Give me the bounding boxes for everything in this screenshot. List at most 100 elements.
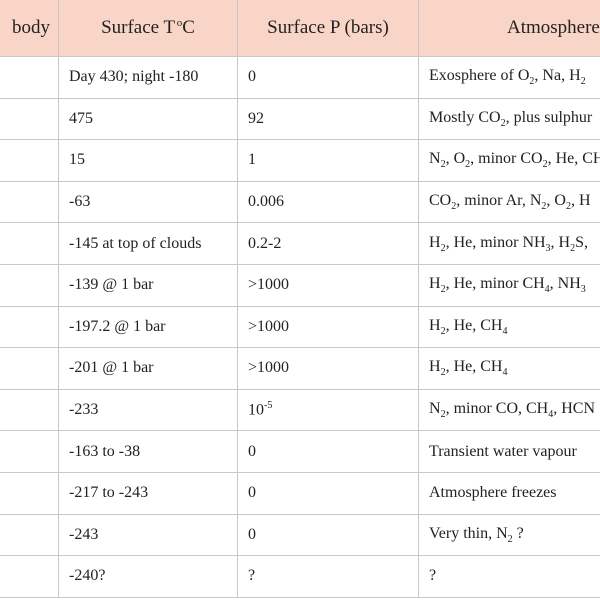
cell-surface-temperature: 475 xyxy=(58,97,238,141)
cell-surface-pressure: ? xyxy=(237,555,419,598)
atmosphere-text: H xyxy=(429,275,441,293)
atmosphere-text: , He, minor CH xyxy=(445,275,545,293)
table-row: 475 92 Mostly CO2, plus sulphur xyxy=(0,97,600,141)
cell-atmosphere: Mostly CO2, plus sulphur xyxy=(418,97,600,141)
cell-surface-temperature: -201 @ 1 bar xyxy=(58,347,238,390)
atmosphere-text: , O xyxy=(445,150,466,168)
cell-body xyxy=(0,97,59,141)
table-header: body Surface T oC Surface P (bars) Atmos… xyxy=(0,0,600,57)
subscript: 4 xyxy=(502,325,508,337)
cell-atmosphere: Very thin, N2 ? xyxy=(418,513,600,557)
table-row: 15 1 N2, O2, minor CO2, He, CH xyxy=(0,139,600,182)
atmosphere-text: , He, CH xyxy=(445,358,503,376)
header-surface-pressure: Surface P (bars) xyxy=(237,0,419,57)
atmosphere-text: Very thin, N xyxy=(429,524,508,542)
subscript: 3 xyxy=(545,242,551,254)
atmosphere-text: N xyxy=(429,150,441,168)
cell-surface-pressure: 1 xyxy=(237,139,419,182)
cell-atmosphere: N2, minor CO, CH4, HCN xyxy=(418,388,600,432)
subscript: 2 xyxy=(440,242,446,254)
cell-surface-pressure: 0 xyxy=(237,430,419,473)
cell-body xyxy=(0,56,59,99)
cell-atmosphere: H2, He, minor NH3, H2S, xyxy=(418,222,600,265)
table-row: -233 10-5 N2, minor CO, CH4, HCN xyxy=(0,388,600,432)
cell-body xyxy=(0,180,59,224)
subscript: 2 xyxy=(541,201,547,213)
pressure-text: 10 xyxy=(248,401,264,419)
cell-atmosphere: ? xyxy=(418,555,600,598)
atmosphere-text: ? xyxy=(512,524,524,542)
cell-atmosphere: Exosphere of O2, Na, H2 xyxy=(418,56,600,99)
atmosphere-text: H xyxy=(429,233,441,251)
cell-surface-temperature: -145 at top of clouds xyxy=(58,222,238,265)
cell-atmosphere: N2, O2, minor CO2, He, CH xyxy=(418,139,600,182)
subscript: 2 xyxy=(440,409,446,421)
subscript: 2 xyxy=(465,159,471,171)
atmosphere-text: S, xyxy=(575,233,589,251)
atmosphere-text: , O xyxy=(546,191,566,209)
cell-atmosphere: H2, He, minor CH4, NH3 xyxy=(418,263,600,307)
header-temp-label: Surface T xyxy=(101,16,176,38)
atmosphere-text: CO xyxy=(429,191,452,209)
table-row: -201 @ 1 bar >1000 H2, He, CH4 xyxy=(0,347,600,390)
atmosphere-text: H xyxy=(429,358,441,376)
subscript: 2 xyxy=(580,76,586,88)
cell-surface-pressure: 0.006 xyxy=(237,180,419,224)
atmosphere-text: , minor CO, CH xyxy=(445,399,549,417)
subscript: 2 xyxy=(565,201,571,213)
atmosphere-text: , minor CO xyxy=(470,150,543,168)
subscript: 3 xyxy=(580,284,586,296)
atmosphere-text: Mostly CO xyxy=(429,108,501,126)
cell-body xyxy=(0,347,59,390)
cell-body xyxy=(0,305,59,349)
cell-surface-temperature: 15 xyxy=(58,139,238,182)
cell-atmosphere: Transient water vapour xyxy=(418,430,600,473)
subscript: 2 xyxy=(451,201,457,213)
cell-surface-temperature: Day 430; night -180 xyxy=(58,56,238,99)
cell-surface-temperature: -139 @ 1 bar xyxy=(58,263,238,307)
subscript: 2 xyxy=(440,284,446,296)
cell-surface-temperature: -197.2 @ 1 bar xyxy=(58,305,238,349)
atmosphere-text: , H xyxy=(550,233,571,251)
cell-body xyxy=(0,139,59,182)
table-row: -217 to -243 0 Atmosphere freezes xyxy=(0,471,600,515)
exponent: -5 xyxy=(264,400,273,412)
cell-surface-pressure: 10-5 xyxy=(237,388,419,432)
cell-body xyxy=(0,471,59,515)
cell-body xyxy=(0,222,59,265)
header-temp-unit: C xyxy=(182,16,195,38)
subscript: 2 xyxy=(542,159,548,171)
header-atmosphere: Atmosphere xyxy=(418,0,600,57)
cell-surface-temperature: -163 to -38 xyxy=(58,430,238,473)
atmosphere-text: Atmosphere freezes xyxy=(429,484,557,502)
cell-surface-temperature: -233 xyxy=(58,388,238,432)
header-row: body Surface T oC Surface P (bars) Atmos… xyxy=(0,0,600,57)
table-row: -163 to -38 0 Transient water vapour xyxy=(0,430,600,473)
subscript: 2 xyxy=(500,117,506,129)
cell-atmosphere: CO2, minor Ar, N2, O2, H xyxy=(418,180,600,224)
header-surface-temperature: Surface T oC xyxy=(58,0,238,57)
atmosphere-text: Exosphere of O xyxy=(429,67,530,85)
cell-surface-pressure: 0 xyxy=(237,56,419,99)
table-row: -240??? xyxy=(0,555,600,598)
cell-surface-pressure: 0 xyxy=(237,513,419,557)
cell-surface-temperature: -63 xyxy=(58,180,238,224)
table-body: Day 430; night -180 0 Exosphere of O2, Na,… xyxy=(0,56,600,598)
cell-surface-pressure: 92 xyxy=(237,97,419,141)
header-temp-degree: o xyxy=(176,16,183,29)
atmosphere-text: , H xyxy=(570,191,591,209)
subscript: 2 xyxy=(570,242,576,254)
atmosphere-text: N xyxy=(429,399,441,417)
subscript: 2 xyxy=(440,159,446,171)
table-row: -145 at top of clouds 0.2-2 H2, He, minor … xyxy=(0,222,600,265)
subscript: 4 xyxy=(548,409,554,421)
cell-surface-pressure: >1000 xyxy=(237,305,419,349)
atmosphere-text: H xyxy=(429,316,441,334)
cell-body xyxy=(0,388,59,432)
cell-body xyxy=(0,555,59,598)
subscript: 2 xyxy=(440,367,446,379)
cell-surface-pressure: >1000 xyxy=(237,347,419,390)
atmosphere-text: Transient water vapour xyxy=(429,442,577,460)
atmosphere-text: , He, CH xyxy=(547,150,600,168)
